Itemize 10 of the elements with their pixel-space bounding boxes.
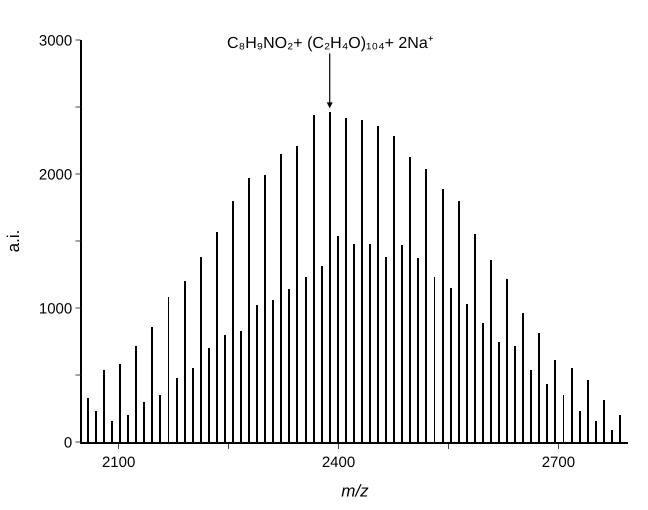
y-tick-label: 3000 [38, 32, 72, 50]
x-tick-label: 2700 [542, 454, 576, 471]
y-tick-label: 1000 [38, 300, 72, 318]
x-tick-label: 2100 [102, 454, 136, 471]
y-tick-label: 0 [64, 434, 72, 452]
x-tick-label: 2400 [322, 454, 356, 471]
y-axis-title: a.i. [4, 230, 23, 252]
y-tick-label: 2000 [38, 166, 72, 184]
x-axis-title: m/z [341, 482, 370, 501]
annotation: C₈H₉NO₂+ (C₂H₄O)₁₀₄+ 2Na⁺ [227, 35, 433, 52]
